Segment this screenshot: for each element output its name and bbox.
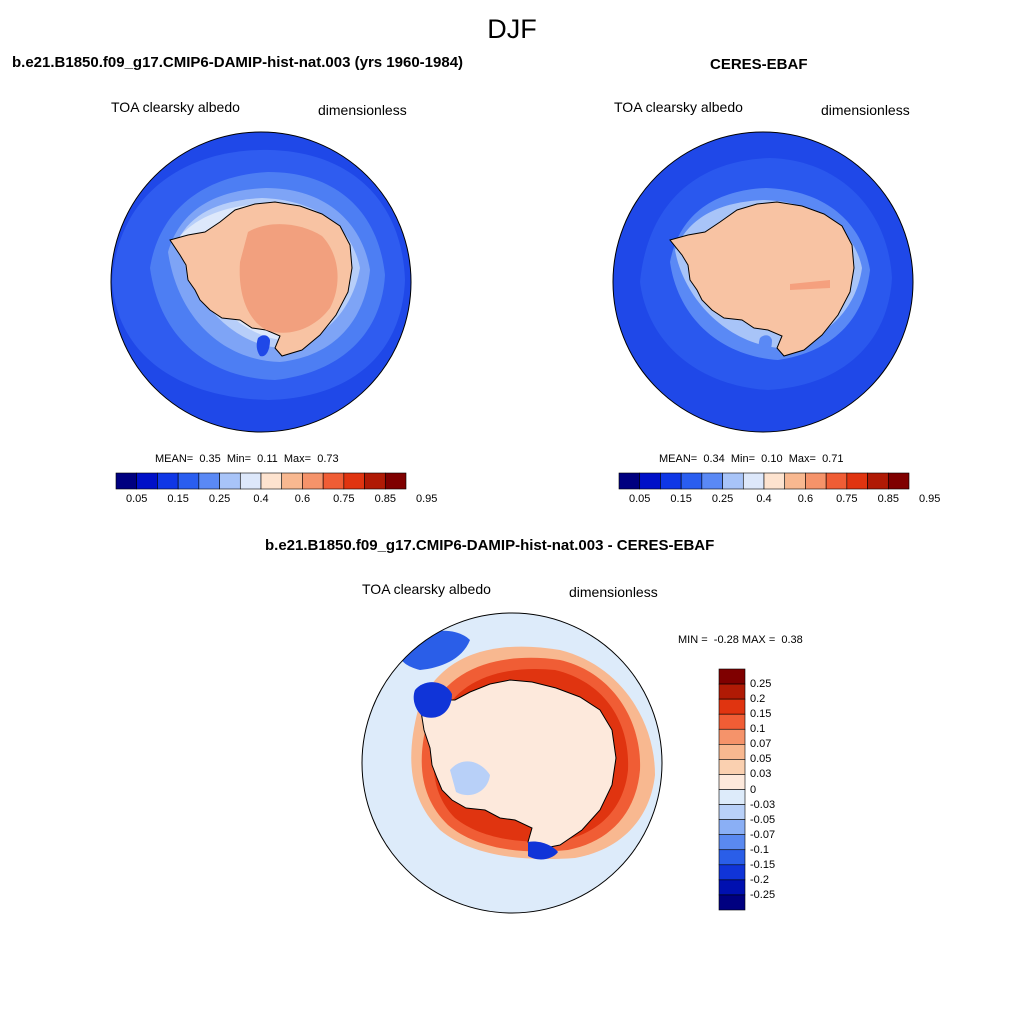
diff-colorbar-tick-label: -0.05 xyxy=(750,813,776,826)
diff-southern-blue-edge xyxy=(528,841,558,860)
diff-variable-label: TOA clearsky albedo xyxy=(362,581,491,597)
diff-units-label: dimensionless xyxy=(569,584,658,600)
diff-colorbar-tick-label: -0.07 xyxy=(750,828,776,841)
diff-colorbar-swatch xyxy=(718,774,746,790)
diff-colorbar-tick-label: 0.2 xyxy=(750,693,766,706)
model-ross-embayment xyxy=(256,335,270,357)
obs-colorbar-tick-label: 0.75 xyxy=(836,493,858,505)
diff-colorbar-tick-label: -0.15 xyxy=(750,858,776,871)
obs-units-label: dimensionless xyxy=(821,102,910,118)
obs-stats: MEAN= 0.34 Min= 0.10 Max= 0.71 xyxy=(659,453,844,465)
model-colorbar-tick-label: 0.6 xyxy=(294,493,311,505)
obs-panel-title: CERES-EBAF xyxy=(710,56,808,73)
obs-colorbar xyxy=(618,472,910,490)
model-colorbar-tick-label: 0.15 xyxy=(167,493,189,505)
model-colorbar-tick-label: 0.25 xyxy=(208,493,231,505)
diff-colorbar-tick-label: -0.1 xyxy=(750,843,769,856)
model-colorbar-swatch xyxy=(384,472,407,490)
diff-colorbar-swatch xyxy=(718,894,746,911)
obs-colorbar-tick-label: 0.25 xyxy=(711,493,734,505)
obs-colorbar-ticks: 0.05 0.15 0.25 0.4 0.6 0.75 0.85 0.95 xyxy=(619,493,940,507)
model-stats: MEAN= 0.35 Min= 0.11 Max= 0.73 xyxy=(155,453,339,465)
model-variable-label: TOA clearsky albedo xyxy=(111,99,240,115)
obs-colorbar-swatch xyxy=(887,472,910,490)
diff-antarctica-land xyxy=(419,679,617,851)
diff-colorbar-swatch xyxy=(718,744,746,760)
obs-colorbar-tick-label: 0.85 xyxy=(877,493,899,505)
model-colorbar-tick-label: 0.85 xyxy=(374,493,396,505)
model-units-label: dimensionless xyxy=(318,102,407,118)
model-panel-title: b.e21.B1850.f09_g17.CMIP6-DAMIP-hist-nat… xyxy=(12,54,464,71)
diff-colorbar-swatch xyxy=(718,804,746,820)
diff-panel-title: b.e21.B1850.f09_g17.CMIP6-DAMIP-hist-nat… xyxy=(265,537,715,554)
diff-colorbar-ticks: 0.25 0.2 0.15 0.1 0.07 0.05 0.03 0 -0.03 -0.05 -0.… xyxy=(750,669,810,910)
model-colorbar-tick-label: 0.95 xyxy=(415,493,438,505)
diff-interior-blue xyxy=(450,761,490,796)
diff-colorbar-tick-label: 0.25 xyxy=(750,678,772,691)
model-colorbar-tick-label: 0.4 xyxy=(253,493,269,505)
model-colorbar xyxy=(115,472,407,490)
diff-colorbar-swatch xyxy=(718,698,746,715)
diff-colorbar-tick-label: -0.25 xyxy=(750,888,776,901)
diff-colorbar-swatch xyxy=(718,849,746,866)
diff-stats: MIN = -0.28 MAX = 0.38 xyxy=(678,634,803,646)
model-plateau xyxy=(239,224,338,333)
diff-colorbar-tick-label: 0.15 xyxy=(750,708,772,721)
diff-colorbar-tick-label: 0.03 xyxy=(750,768,772,781)
diff-colorbar xyxy=(718,668,746,911)
diff-colorbar-swatch xyxy=(718,713,746,730)
obs-interior-stripe xyxy=(790,280,830,290)
obs-variable-label: TOA clearsky albedo xyxy=(614,99,743,115)
obs-colorbar-tick-label: 0.15 xyxy=(670,493,692,505)
model-colorbar-ticks: 0.05 0.15 0.25 0.4 0.6 0.75 0.85 0.95 xyxy=(116,493,437,507)
diff-colorbar-swatch xyxy=(718,728,746,745)
diff-colorbar-swatch xyxy=(718,879,746,896)
diff-colorbar-swatch xyxy=(718,834,746,851)
diff-colorbar-tick-label: 0.05 xyxy=(750,753,772,766)
diff-peninsula-blue-anomaly xyxy=(413,682,452,718)
diff-colorbar-swatch xyxy=(718,683,746,700)
diff-colorbar-swatch xyxy=(718,668,746,685)
figure-title: DJF xyxy=(487,14,537,44)
diff-colorbar-tick-label: 0.1 xyxy=(750,723,766,736)
obs-antarctica-land xyxy=(669,201,855,357)
obs-ross-embayment xyxy=(758,335,772,357)
diff-colorbar-swatch xyxy=(718,759,746,775)
obs-colorbar-tick-label: 0.4 xyxy=(756,493,772,505)
model-colorbar-tick-label: 0.75 xyxy=(333,493,355,505)
diff-colorbar-swatch xyxy=(718,789,746,805)
diff-colorbar-swatch xyxy=(718,819,746,835)
model-colorbar-tick-label: 0.05 xyxy=(125,493,148,505)
diff-colorbar-swatch xyxy=(718,864,746,881)
diff-colorbar-tick-label: 0 xyxy=(750,783,757,796)
diff-colorbar-tick-label: -0.2 xyxy=(750,873,769,886)
diff-colorbar-tick-label: 0.07 xyxy=(750,738,772,751)
obs-colorbar-tick-label: 0.05 xyxy=(628,493,651,505)
obs-colorbar-tick-label: 0.6 xyxy=(797,493,814,505)
diff-colorbar-tick-label: -0.03 xyxy=(750,798,776,811)
obs-colorbar-tick-label: 0.95 xyxy=(918,493,941,505)
